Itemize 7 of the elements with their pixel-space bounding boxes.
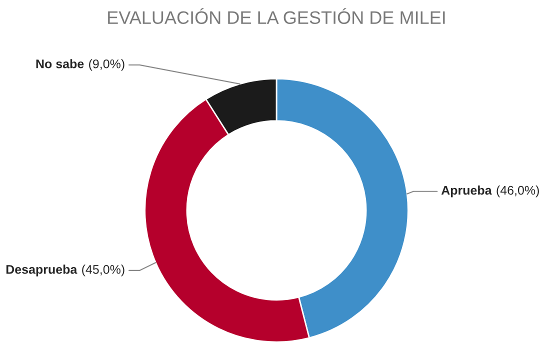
slice-label: Aprueba: [441, 186, 492, 198]
data-label: (9,0%): [89, 59, 124, 71]
slice-label: No sabe: [36, 59, 84, 68]
data-label: (46,0%): [496, 186, 539, 198]
slice-label: Desaprueba: [6, 264, 78, 276]
data-label: (45,0%): [82, 264, 124, 276]
chart-title: EVALUACIÓN DE LA GESTIÓN DE MILEI: [108, 8, 445, 24]
